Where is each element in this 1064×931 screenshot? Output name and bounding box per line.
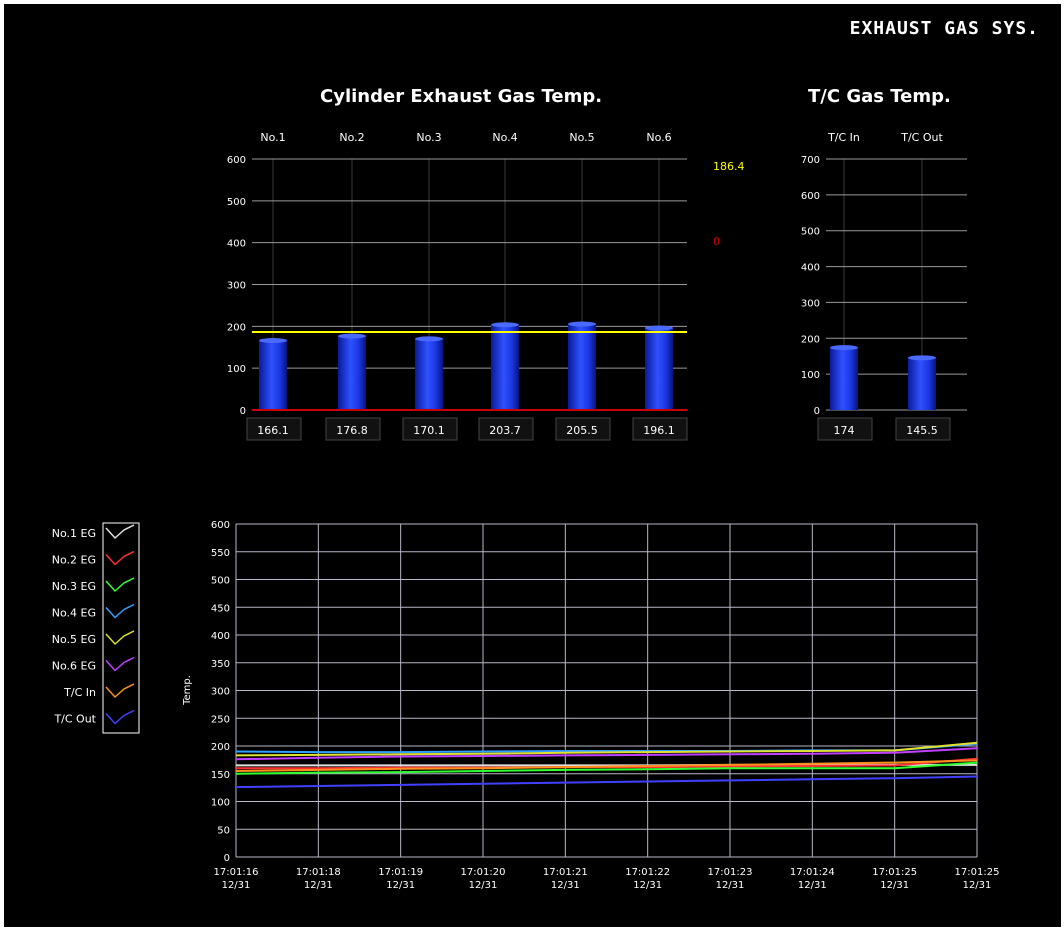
cylinder-ytick-label: 200 xyxy=(227,322,246,333)
cylinder-ytick-label: 300 xyxy=(227,281,246,292)
cylinder-bar-cap xyxy=(338,333,366,339)
cylinder-category-label: No.5 xyxy=(569,131,594,144)
cylinder-value-label: 205.5 xyxy=(566,424,598,437)
cylinder-value-label: 170.1 xyxy=(413,424,445,437)
cylinder-bar xyxy=(491,324,519,410)
cylinder-ytick-label: 600 xyxy=(227,155,246,166)
cylinder-bar xyxy=(645,327,673,410)
cylinder-category-label: No.4 xyxy=(492,131,517,144)
cylinder-value-box xyxy=(325,417,381,441)
cylinder-value-box xyxy=(478,417,534,441)
cylinder-bar xyxy=(259,340,287,410)
cylinder-bar xyxy=(568,324,596,410)
cylinder-value-label: 203.7 xyxy=(489,424,521,437)
tc-chart-title: T/C Gas Temp. xyxy=(808,86,951,107)
cylinder-bar-cap xyxy=(415,336,443,342)
cylinder-category-label: No.1 xyxy=(260,131,285,144)
cylinder-ytick-label: 0 xyxy=(240,406,246,417)
cylinder-ytick-label: 500 xyxy=(227,197,246,208)
alarm-readout: 0 xyxy=(713,235,720,248)
cylinder-category-label: No.3 xyxy=(416,131,441,144)
cylinder-value-label: 176.8 xyxy=(336,424,368,437)
cylinder-category-label: No.6 xyxy=(646,131,671,144)
cylinder-value-label: 196.1 xyxy=(643,424,675,437)
cylinder-value-box xyxy=(246,417,302,441)
screen-title: EXHAUST GAS SYS. xyxy=(849,18,1039,39)
cylinder-bar-cap xyxy=(259,338,287,344)
cylinder-bar xyxy=(338,336,366,410)
cylinder-value-label: 166.1 xyxy=(257,424,289,437)
cylinder-bar xyxy=(415,338,443,410)
cylinder-category-label: No.2 xyxy=(339,131,364,144)
cylinder-value-box xyxy=(632,417,688,441)
cylinder-chart-title: Cylinder Exhaust Gas Temp. xyxy=(320,86,603,107)
cylinder-bar-cap xyxy=(645,325,673,331)
cylinder-ytick-label: 100 xyxy=(227,364,246,375)
cylinder-bar-cap xyxy=(491,322,519,328)
cylinder-value-box xyxy=(402,417,458,441)
average-readout: 186.4 xyxy=(713,160,745,173)
cylinder-bar-cap xyxy=(568,321,596,327)
cylinder-value-box xyxy=(555,417,611,441)
cylinder-ytick-label: 400 xyxy=(227,239,246,250)
